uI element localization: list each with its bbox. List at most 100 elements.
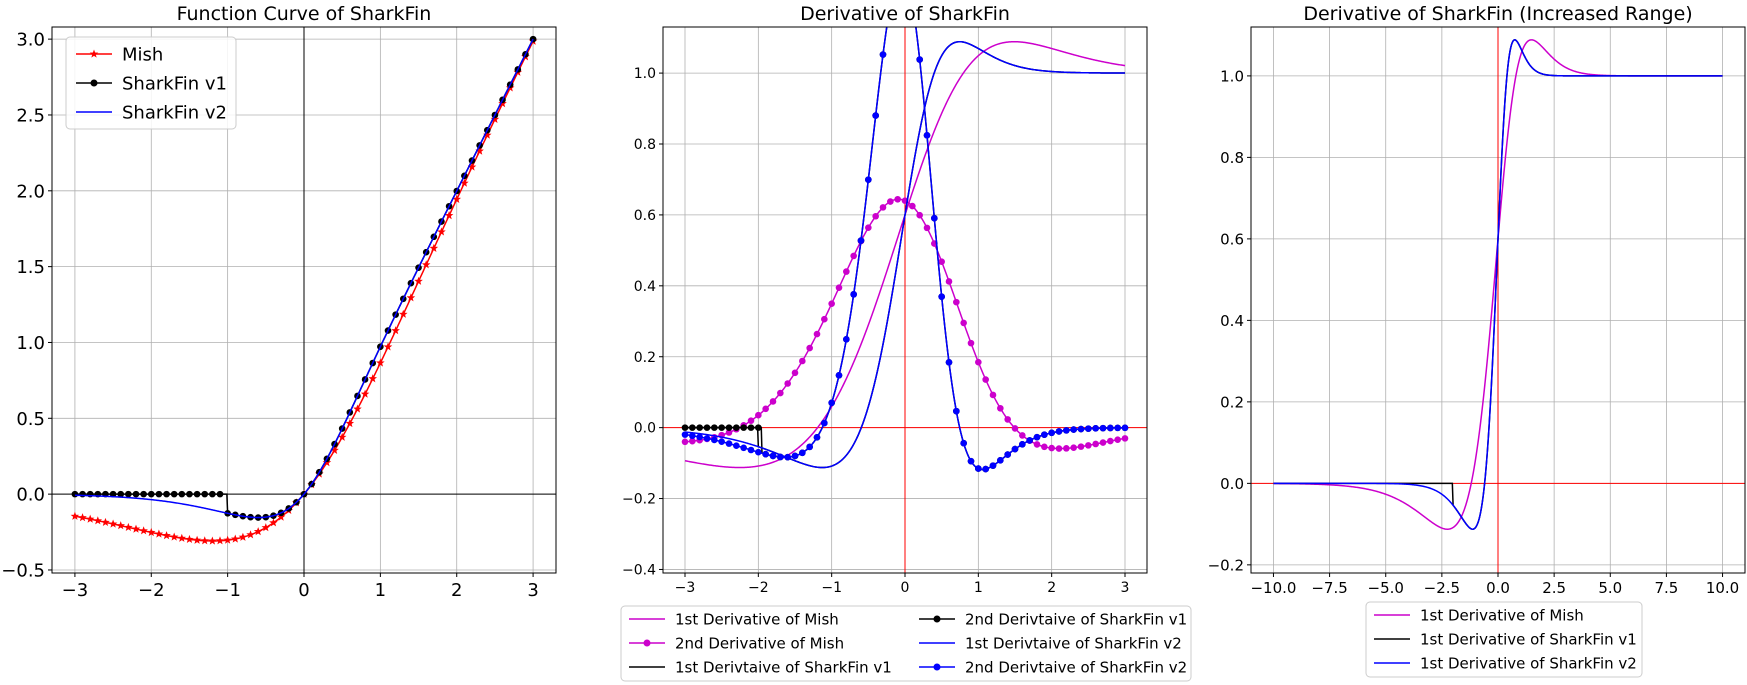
data-point <box>383 342 393 351</box>
x-tick-label: 2 <box>1047 580 1056 596</box>
legend-marker <box>90 79 98 87</box>
y-tick-label: 0.0 <box>16 485 45 506</box>
data-point <box>131 524 141 533</box>
data-point <box>982 376 989 383</box>
y-tick-label: 0.4 <box>1220 312 1244 330</box>
data-point <box>747 417 755 424</box>
data-point <box>711 424 718 431</box>
series-5 <box>684 40 1125 469</box>
data-point <box>916 56 923 63</box>
data-point <box>216 490 224 498</box>
data-point <box>1019 441 1026 448</box>
data-point <box>997 404 1004 412</box>
data-point <box>813 330 821 338</box>
data-point <box>1107 424 1114 432</box>
y-tick-label: 0.8 <box>1220 149 1244 167</box>
legend: 1st Derivative of Mish 2nd Derivative of … <box>620 605 1192 682</box>
data-point <box>769 398 777 405</box>
x-tick-label: −1 <box>214 580 241 601</box>
data-point <box>681 424 689 431</box>
data-point <box>799 449 806 457</box>
data-point <box>784 453 791 461</box>
data-point <box>975 465 982 472</box>
data-point <box>460 178 469 187</box>
y-tick-label: 0.0 <box>1220 475 1244 493</box>
x-tick-label: −2 <box>138 580 165 601</box>
y-tick-label: 1.5 <box>16 257 45 278</box>
data-point <box>201 490 209 498</box>
data-point <box>872 112 879 119</box>
data-point <box>1092 440 1099 448</box>
data-point <box>923 131 931 139</box>
data-point <box>909 202 916 210</box>
data-point <box>931 214 938 222</box>
data-point <box>414 276 423 285</box>
y-tick-label: 2.5 <box>16 105 45 126</box>
data-point <box>429 243 439 252</box>
x-tick-label: −2 <box>748 580 769 596</box>
data-point <box>689 424 696 431</box>
data-point <box>1011 445 1019 453</box>
data-point <box>1099 424 1107 432</box>
data-point <box>1070 426 1077 433</box>
y-tick-label: 1.0 <box>634 66 656 82</box>
data-point <box>253 527 263 536</box>
x-tick-label: 0.0 <box>1486 579 1510 597</box>
data-point <box>997 457 1004 464</box>
data-point <box>733 424 740 431</box>
data-point <box>1004 416 1011 423</box>
y-tick-label: 2.0 <box>16 181 45 202</box>
data-point <box>689 437 696 445</box>
data-point <box>452 194 462 203</box>
data-point <box>843 336 850 343</box>
data-point <box>857 237 865 244</box>
data-point <box>967 339 975 347</box>
data-point <box>762 405 769 413</box>
data-point <box>894 195 901 203</box>
data-point <box>799 357 806 365</box>
plot-area <box>70 35 538 545</box>
data-point <box>1077 443 1085 450</box>
legend-entry: SharkFin v1 <box>76 73 227 94</box>
chart-2: −3 −2 −1 0 1 2 3 −0.4 −0.2 0.0 0.2 0.4 0.6 0.8 1.0 Deri… <box>620 3 1192 682</box>
data-point <box>177 533 187 542</box>
data-point <box>953 298 960 306</box>
y-tick-label: 0.6 <box>634 208 656 224</box>
plot-area <box>1273 39 1723 530</box>
legend: 1st Derivative of Mish 1st Derivative of … <box>1365 601 1643 678</box>
legend-marker <box>89 49 99 58</box>
data-point <box>740 444 747 452</box>
data-point <box>1063 427 1070 434</box>
data-point <box>269 518 278 527</box>
data-point <box>681 438 689 446</box>
data-point <box>261 523 271 532</box>
data-point <box>1121 424 1129 432</box>
series-line <box>74 38 534 519</box>
data-point <box>140 490 147 498</box>
data-point <box>960 319 967 327</box>
chart-title: Derivative of SharkFin (Increased Range) <box>1303 3 1692 25</box>
y-tick-label: 0.5 <box>16 409 45 430</box>
x-tick-label: 10.0 <box>1706 579 1739 597</box>
data-point <box>755 448 762 456</box>
x-tick-label: 0 <box>901 580 910 596</box>
data-point <box>223 535 232 544</box>
y-tick-label: 0.6 <box>1220 230 1244 248</box>
data-point <box>681 431 689 438</box>
legend: Mish SharkFin v1 SharkFin v2 <box>65 36 237 130</box>
data-point <box>208 536 217 545</box>
data-point <box>1055 445 1063 452</box>
data-point <box>696 424 703 431</box>
data-point <box>938 293 945 300</box>
data-point <box>945 359 953 366</box>
data-point <box>821 315 828 323</box>
legend-label: 1st Derivative of SharkFin v2 <box>1420 654 1637 672</box>
data-point <box>330 445 339 454</box>
data-point <box>70 511 80 520</box>
data-point <box>725 424 733 431</box>
data-point <box>353 404 362 413</box>
data-point <box>376 358 385 367</box>
data-point <box>406 293 416 302</box>
data-point <box>689 432 696 440</box>
